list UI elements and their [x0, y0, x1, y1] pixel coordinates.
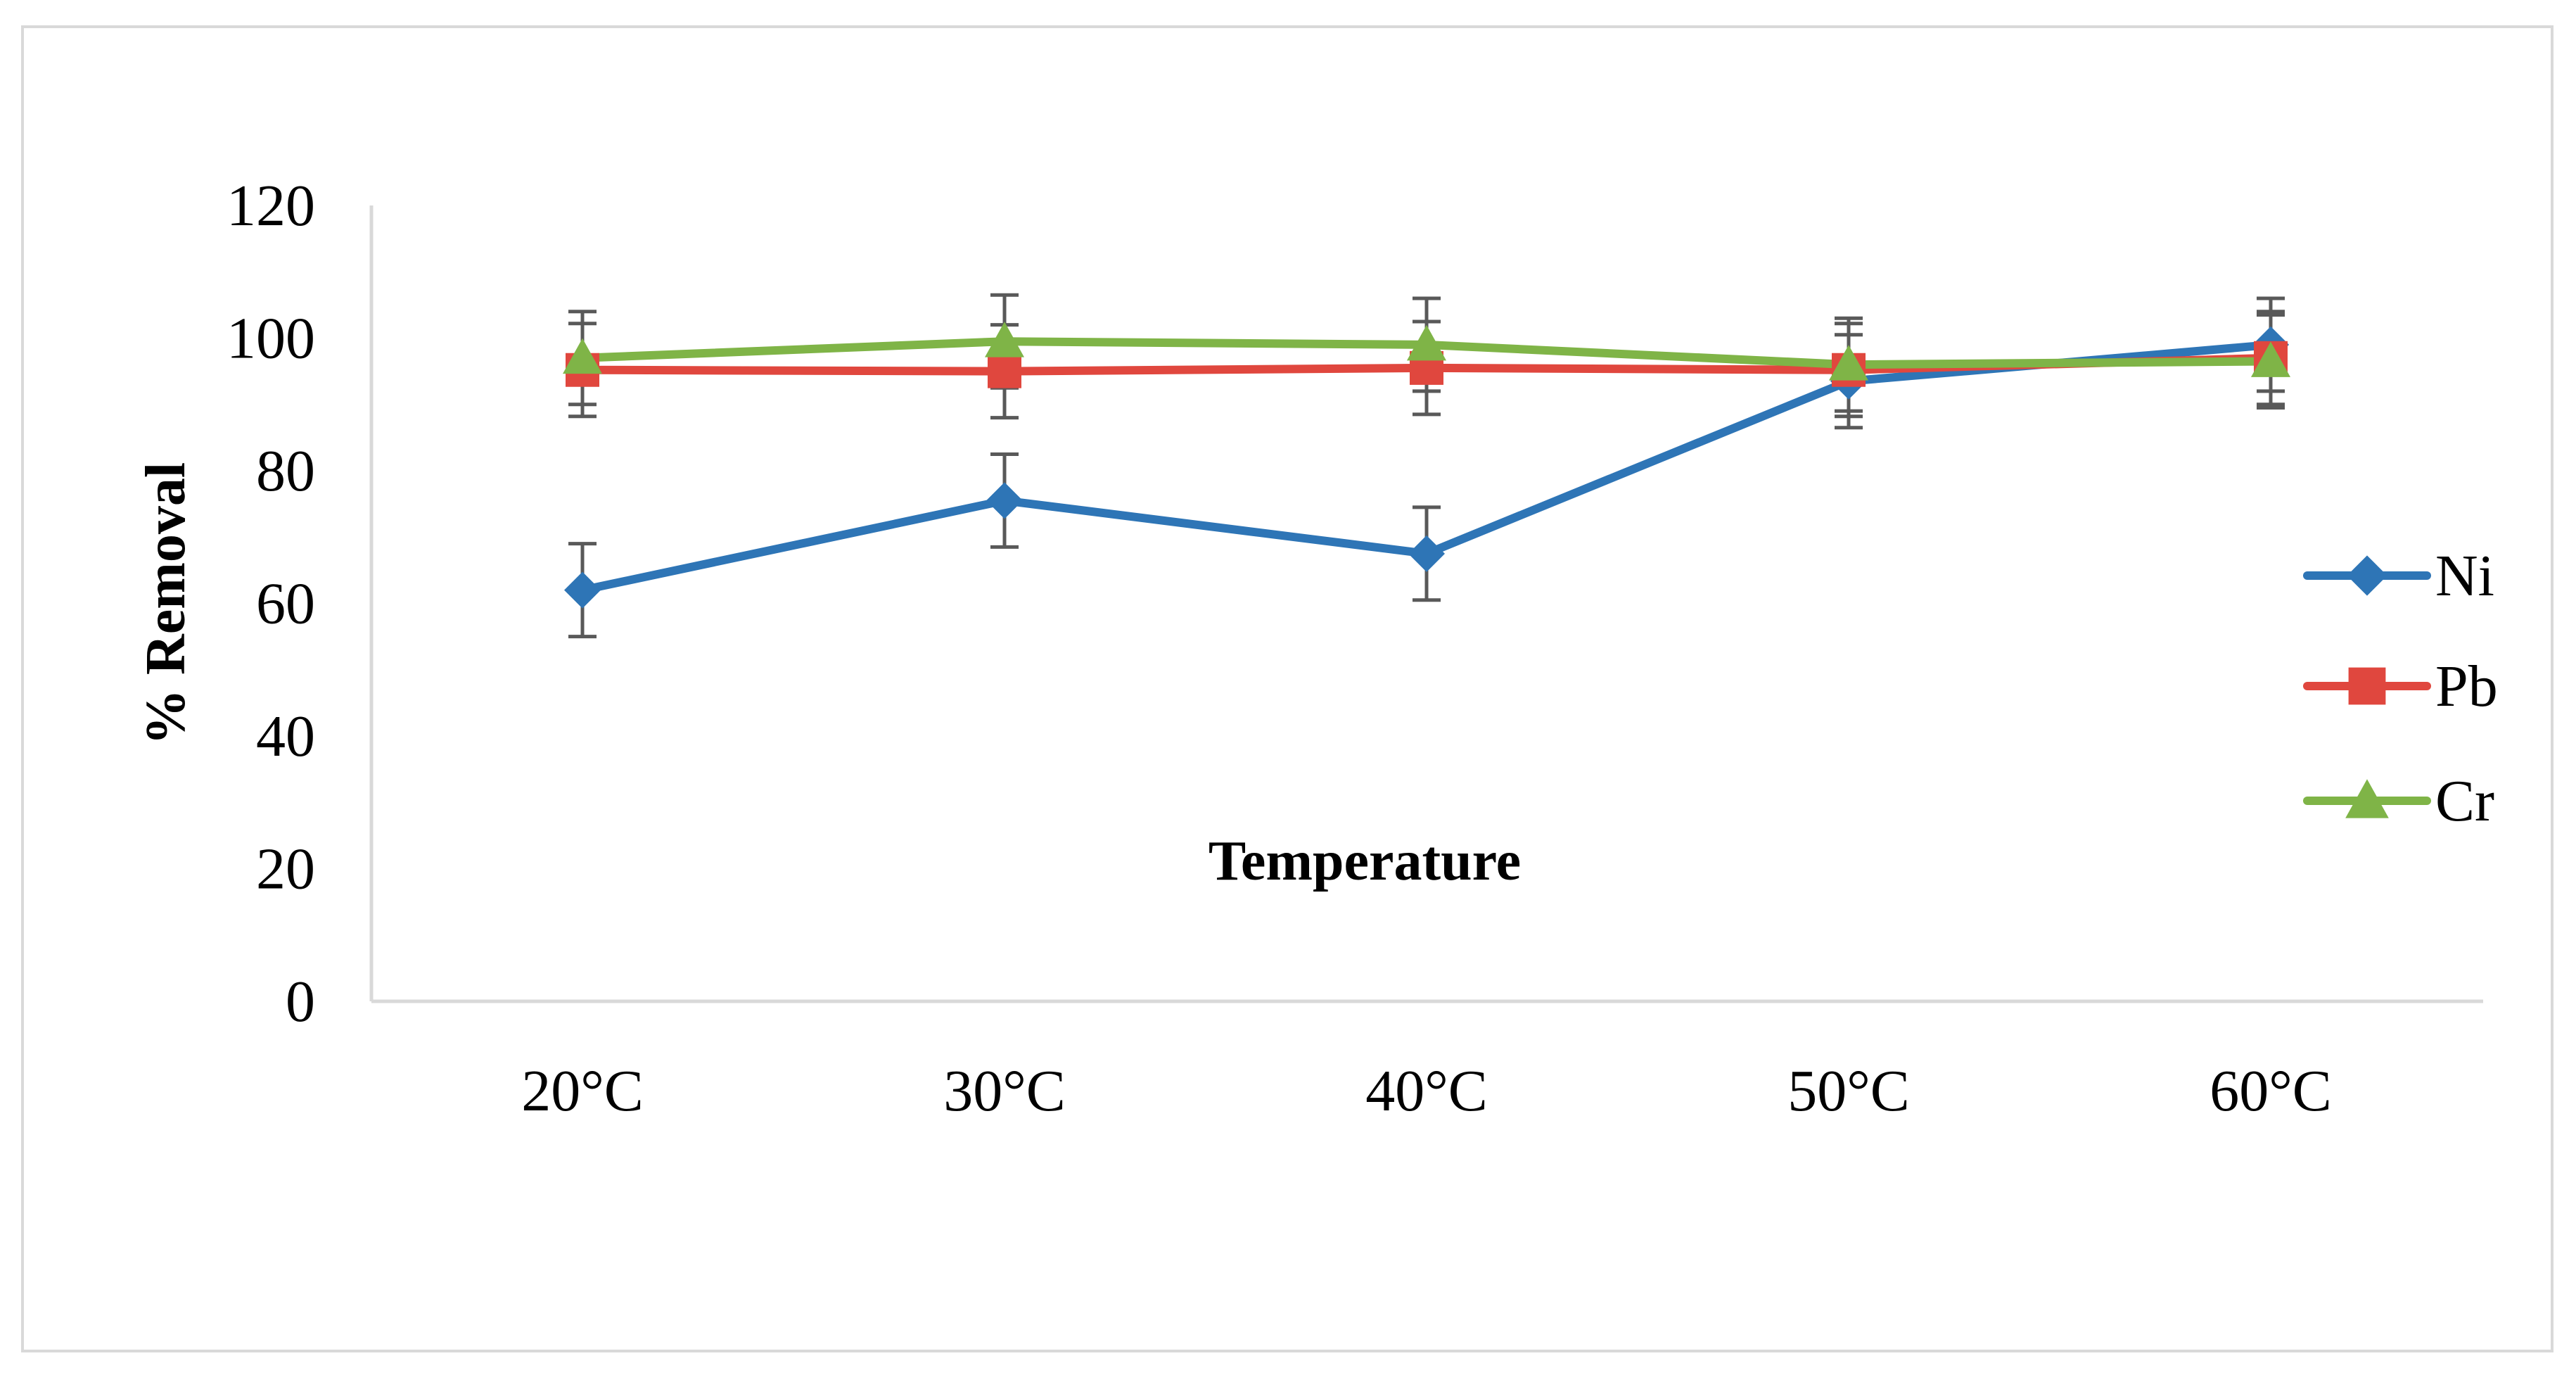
legend-label: Pb [2435, 654, 2498, 719]
x-tick-label: 40°C [1365, 1058, 1488, 1124]
x-tick-label: 60°C [2210, 1058, 2332, 1124]
legend-item-ni: Ni [2303, 543, 2494, 609]
x-tick-label: 30°C [943, 1058, 1066, 1124]
y-tick-label: 60 [256, 571, 315, 637]
axes [369, 205, 2483, 1003]
legend-marker [2347, 555, 2387, 596]
y-tick-labels: 0 20 40 60 80 100 120 [227, 173, 315, 1034]
data-point-cr [1407, 324, 1446, 361]
legend-marker [2345, 779, 2389, 818]
data-point-cr [2251, 341, 2290, 377]
legend: Ni Pb Cr [2303, 543, 2498, 834]
legend-item-cr: Cr [2303, 768, 2494, 834]
data-point-ni [986, 482, 1023, 519]
x-tick-label: 50°C [1787, 1058, 1910, 1124]
y-tick-label: 80 [256, 438, 315, 504]
chart-frame [21, 25, 2553, 1352]
data-point-ni [564, 571, 601, 609]
y-tick-label: 120 [227, 173, 315, 239]
legend-label: Cr [2435, 768, 2494, 834]
y-tick-label: 0 [286, 969, 315, 1034]
y-tick-label: 40 [256, 704, 315, 769]
x-tick-label: 20°C [521, 1058, 644, 1124]
legend-label: Ni [2435, 543, 2494, 609]
data-point-ni [1408, 535, 1445, 572]
legend-item-pb: Pb [2303, 654, 2498, 719]
y-axis-title: % Removal [135, 462, 197, 745]
data-point-cr [563, 338, 602, 374]
legend-marker [2348, 667, 2386, 705]
data-point-cr [985, 322, 1024, 357]
x-axis-title: Temperature [1209, 830, 1521, 892]
y-tick-label: 20 [256, 837, 315, 902]
data-markers [563, 322, 2290, 609]
x-tick-labels: 20°C 30°C 40°C 50°C 60°C [521, 1058, 2332, 1124]
data-point-cr [1829, 345, 1868, 381]
y-tick-label: 100 [227, 306, 315, 372]
data-point-pb [988, 354, 1021, 388]
